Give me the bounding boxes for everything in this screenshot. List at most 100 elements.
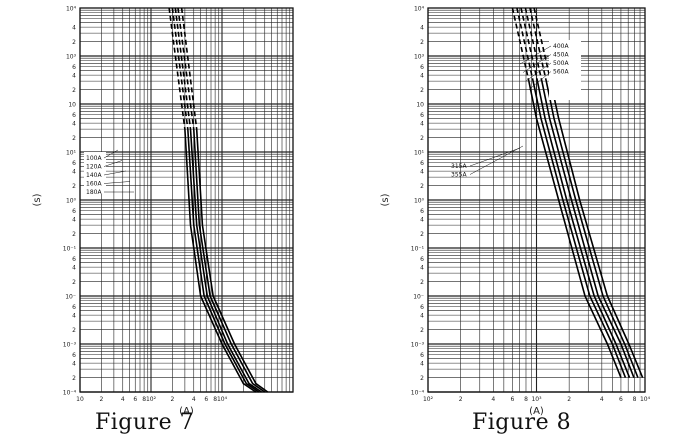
y-tick-label: 2	[420, 39, 424, 46]
series-curve	[195, 129, 269, 393]
y-tick-label: 6	[420, 112, 424, 119]
series-curve-dashed	[529, 7, 548, 82]
legend-label: 355A	[451, 172, 467, 179]
y-tick-label: 10⁻¹	[411, 246, 425, 253]
y-tick-label: 6	[420, 64, 424, 71]
y-tick-label: 6	[72, 208, 76, 215]
y-tick-label: 6	[420, 160, 424, 167]
series-curve	[189, 129, 262, 393]
y-tick-label: 4	[420, 361, 424, 368]
y-tick-label: 10⁴	[414, 6, 425, 13]
x-tick-label: 6	[619, 396, 623, 403]
legend-label: 315A	[451, 163, 467, 170]
x-tick-label: 6	[133, 396, 137, 403]
y-tick-label: 6	[72, 256, 76, 263]
y-tick-label: 4	[72, 313, 76, 320]
series-curve-dashed	[174, 7, 192, 130]
y-tick-label: 4	[72, 265, 76, 272]
y-axis-label: (s)	[32, 193, 43, 206]
plot-frame	[427, 7, 646, 393]
figure-7-caption: Figure 7	[95, 410, 195, 435]
y-tick-label: 10⁻⁴	[63, 390, 77, 397]
x-tick-label: 4	[192, 396, 196, 403]
y-tick-label: 10⁻	[413, 294, 424, 301]
figure-7-chart: 10⁴ 4 2 10³ 6 4 2 10 6 4 2 10¹ 6 4 2 10⁰ 6 4 2 10⁻¹ 6 4 2 10⁻ 6 4…	[32, 6, 294, 417]
legend-leader-line	[528, 71, 552, 90]
legend-leader-line	[103, 149, 119, 159]
y-tick-label: 4	[420, 25, 424, 32]
y-axis-label: (s)	[380, 193, 391, 206]
y-tick-label: 10	[416, 102, 424, 109]
y-tick-label: 6	[420, 352, 424, 359]
x-tick-label: 10³	[531, 396, 542, 403]
legend-leader-line	[103, 170, 127, 176]
series-curve	[541, 80, 635, 378]
y-tick-label: 2	[72, 231, 76, 238]
y-tick-label: 4	[420, 313, 424, 320]
series-curve-dashed	[171, 7, 189, 130]
x-tick-label: 6	[204, 396, 208, 403]
x-tick-label: 8	[633, 396, 637, 403]
legend-leader-line	[522, 54, 552, 73]
x-tick-label: 6	[511, 396, 515, 403]
y-tick-label: 4	[420, 73, 424, 80]
series-curve-dashed	[511, 7, 530, 82]
legend-leader-line	[103, 181, 131, 184]
y-tick-label: 6	[72, 352, 76, 359]
y-tick-label: 2	[72, 87, 76, 94]
x-tick-label: 10⁴	[640, 396, 651, 403]
y-tick-label: 10¹	[414, 150, 425, 157]
y-tick-label: 4	[72, 361, 76, 368]
legend-label: 560A	[553, 69, 569, 76]
legend-leader-line	[469, 145, 524, 175]
legend-leader-line	[103, 160, 123, 167]
y-tick-label: 2	[72, 135, 76, 142]
legend-label: 500A	[553, 60, 569, 67]
y-tick-label: 10⁰	[414, 198, 425, 205]
series-curve	[184, 129, 257, 393]
legend-label: 120A	[86, 164, 102, 171]
y-tick-label: 6	[72, 304, 76, 311]
series-curve-dashed	[180, 7, 198, 130]
y-tick-label: 10⁰	[66, 198, 77, 205]
series-curve-dashed	[177, 7, 195, 130]
y-tick-label: 6	[420, 256, 424, 263]
x-tick-label: 4	[491, 396, 495, 403]
y-tick-label: 2	[420, 135, 424, 142]
y-tick-label: 10⁻³	[411, 342, 425, 349]
series-curve	[528, 80, 622, 378]
legend-leader-line	[469, 147, 521, 167]
y-tick-label: 4	[72, 217, 76, 224]
x-axis-label: (A)	[179, 406, 194, 417]
y-tick-label: 4	[420, 121, 424, 128]
y-tick-label: 4	[72, 169, 76, 176]
y-tick-label: 4	[420, 169, 424, 176]
y-tick-label: 2	[420, 327, 424, 334]
y-tick-label: 2	[420, 279, 424, 286]
y-tick-label: 10¹	[66, 150, 77, 157]
figure-8-chart: 10⁴ 4 2 10³ 6 4 2 10 6 4 2 10¹ 6 4 2 10⁰ 6 4 2 10⁻¹ 6 4 2 10⁻ 6 4…	[380, 6, 651, 418]
series-curve-dashed	[520, 7, 539, 82]
plot-frame	[79, 7, 294, 393]
y-tick-label: 10³	[66, 54, 77, 61]
y-tick-label: 10⁻¹	[63, 246, 77, 253]
series-curve	[549, 80, 644, 378]
legend-box	[84, 152, 106, 194]
x-tick-label: 4	[121, 396, 125, 403]
legend-label: 180A	[86, 189, 102, 196]
legend-leader-line	[519, 45, 552, 65]
y-tick-label: 10⁴	[66, 6, 77, 13]
y-tick-label: 2	[420, 183, 424, 190]
series-curve	[187, 129, 260, 393]
legend-label: 400A	[553, 43, 569, 50]
y-tick-label: 2	[420, 231, 424, 238]
y-tick-label: 4	[72, 25, 76, 32]
series-curve-dashed	[168, 7, 186, 130]
x-tick-label: 8	[524, 396, 528, 403]
x-tick-label: 10	[76, 396, 84, 403]
x-tick-label: 2	[99, 396, 103, 403]
y-tick-label: 2	[72, 375, 76, 382]
y-tick-label: 4	[72, 73, 76, 80]
series-curve	[192, 129, 266, 393]
